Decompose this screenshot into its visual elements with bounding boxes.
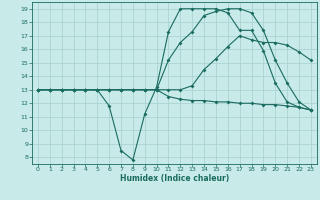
X-axis label: Humidex (Indice chaleur): Humidex (Indice chaleur) <box>120 174 229 183</box>
